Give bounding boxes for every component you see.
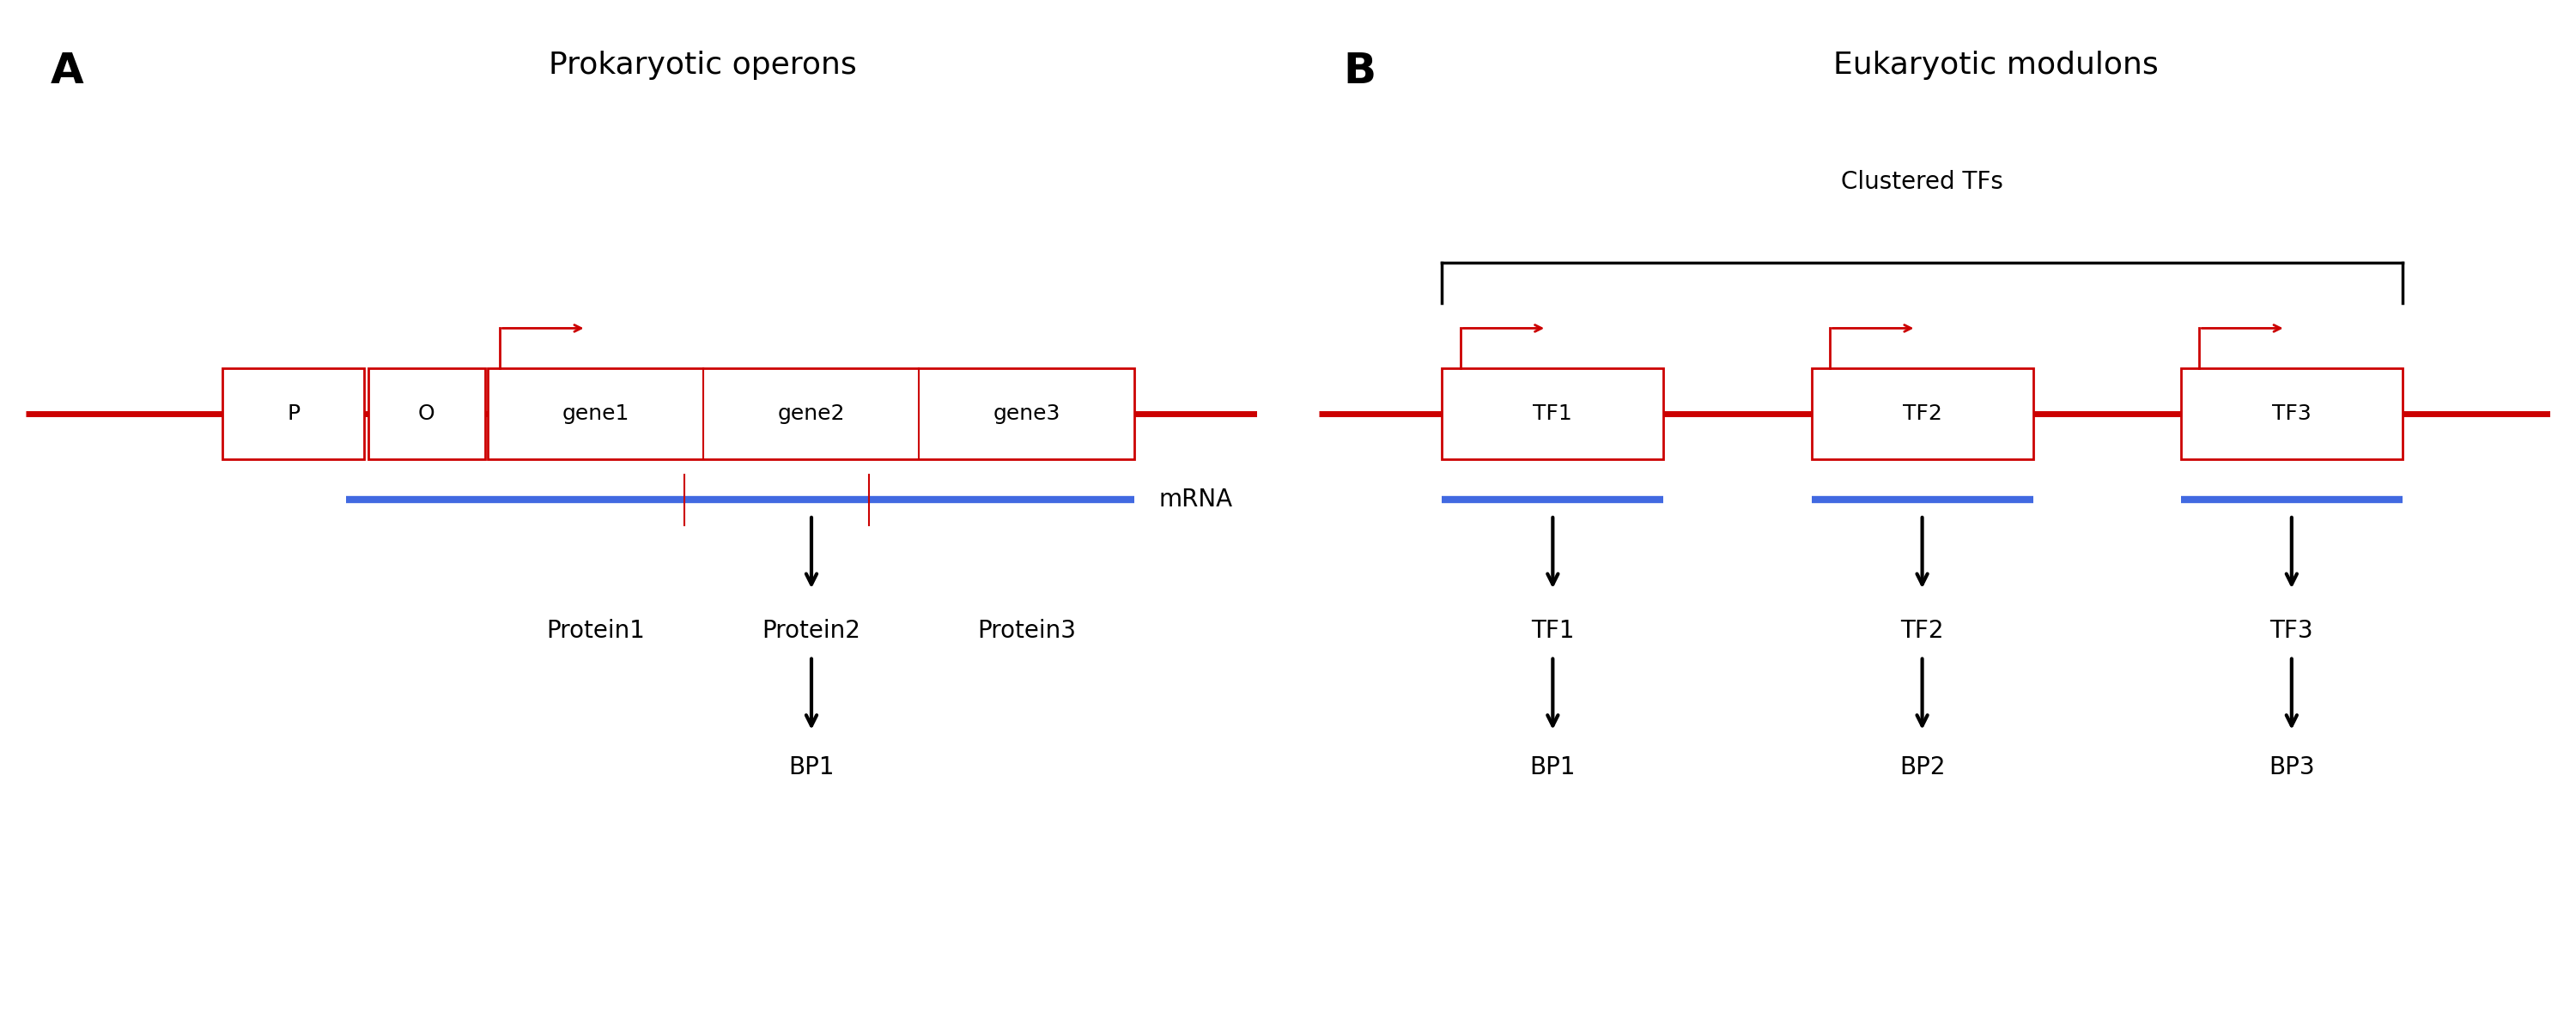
Text: BP3: BP3 [2269, 755, 2316, 780]
Text: TF3: TF3 [2269, 619, 2313, 643]
Text: TF1: TF1 [1533, 404, 1571, 424]
Text: TF2: TF2 [1904, 404, 1942, 424]
Text: O: O [417, 404, 435, 424]
Text: gene2: gene2 [778, 404, 845, 424]
Text: gene3: gene3 [994, 404, 1061, 424]
FancyBboxPatch shape [1811, 369, 2032, 459]
Text: BP1: BP1 [1530, 755, 1577, 780]
Text: TF1: TF1 [1530, 619, 1574, 643]
Text: TF2: TF2 [1901, 619, 1945, 643]
Text: Prokaryotic operons: Prokaryotic operons [549, 50, 858, 80]
Text: Clustered TFs: Clustered TFs [1842, 170, 2004, 194]
Text: Protein1: Protein1 [546, 619, 644, 643]
FancyBboxPatch shape [222, 369, 363, 459]
Text: A: A [52, 50, 82, 92]
FancyBboxPatch shape [368, 369, 484, 459]
Text: BP1: BP1 [788, 755, 835, 780]
Text: BP2: BP2 [1899, 755, 1945, 780]
Text: P: P [286, 404, 299, 424]
FancyBboxPatch shape [1443, 369, 1664, 459]
Text: Protein3: Protein3 [976, 619, 1077, 643]
Text: B: B [1345, 50, 1376, 92]
Text: gene1: gene1 [562, 404, 629, 424]
Text: Eukaryotic modulons: Eukaryotic modulons [1834, 50, 2159, 80]
FancyBboxPatch shape [2182, 369, 2403, 459]
FancyBboxPatch shape [487, 369, 1133, 459]
Text: mRNA: mRNA [1159, 488, 1234, 512]
Text: TF3: TF3 [2272, 404, 2311, 424]
Text: Protein2: Protein2 [762, 619, 860, 643]
